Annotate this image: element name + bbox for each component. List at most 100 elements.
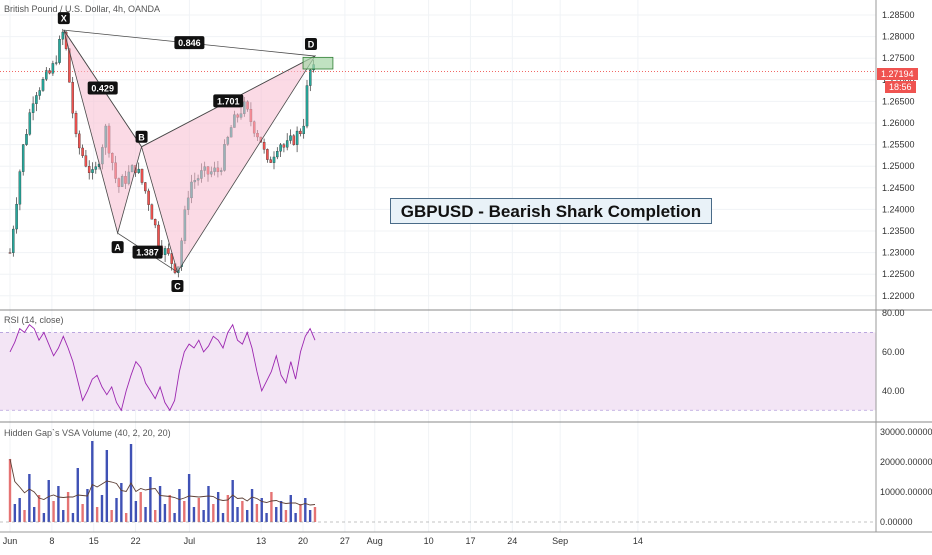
point-label: C — [174, 282, 181, 292]
candle-body — [150, 204, 154, 220]
candle-body — [28, 112, 32, 135]
x-tick-label: 14 — [633, 536, 643, 546]
candle-body — [282, 144, 286, 148]
pattern-point-d: D — [304, 38, 317, 51]
volume-bar — [246, 510, 249, 522]
volume-bar — [86, 489, 89, 522]
volume-bar — [154, 510, 157, 522]
ratio-value: 1.387 — [136, 248, 159, 258]
volume-bar — [289, 495, 292, 522]
volume-bar — [163, 504, 167, 522]
rsi-tick-label: 60.00 — [882, 347, 905, 357]
candle-body — [170, 253, 173, 264]
volume-bar — [216, 492, 220, 522]
candle-body — [71, 82, 74, 114]
candle-body — [94, 166, 98, 170]
pattern-annotation-title: GBPUSD - Bearish Shark Completion — [390, 198, 712, 224]
candle-body — [289, 135, 292, 141]
volume-bar — [250, 489, 254, 522]
ratio-value: 0.429 — [91, 83, 114, 93]
candle-body — [163, 248, 167, 255]
volume-bar — [212, 504, 215, 522]
point-badge — [171, 280, 184, 293]
price-tick-label: 1.25500 — [882, 140, 915, 150]
point-label: D — [308, 40, 315, 50]
x-tick-label: 10 — [424, 536, 434, 546]
candle-body — [144, 182, 147, 192]
volume-bar — [33, 507, 36, 522]
ratio-label: 1.387 — [132, 245, 163, 259]
pattern-point-c: C — [171, 280, 184, 293]
point-badge — [111, 241, 124, 254]
volume-bar — [37, 495, 41, 522]
volume-tick-label: 20000.00000 — [880, 457, 932, 467]
last-price-badge: 1.27194 — [877, 68, 918, 80]
point-badge — [135, 130, 148, 143]
volume-bar — [57, 486, 60, 522]
price-tick-label: 1.22500 — [882, 269, 915, 279]
candle-body — [74, 113, 78, 135]
pattern-triangle-bcd — [141, 54, 317, 274]
volume-bar — [173, 513, 176, 522]
price-tick-label: 1.28000 — [882, 32, 915, 42]
volume-bar — [62, 510, 65, 522]
price-tick-label: 1.25000 — [882, 161, 915, 171]
candle-body — [61, 31, 65, 40]
x-tick-label: 24 — [507, 536, 517, 546]
volume-tick-label: 10000.00000 — [880, 487, 932, 497]
volume-bar — [202, 510, 205, 522]
ratio-badge — [87, 81, 118, 95]
volume-tick-label: 0.00000 — [880, 517, 913, 527]
candle-body — [51, 63, 55, 74]
volume-pane-label: Hidden Gap`s VSA Volume (40, 2, 20, 20) — [4, 428, 171, 438]
candle-body — [41, 79, 45, 91]
candle-body — [279, 144, 282, 152]
candle-body — [299, 130, 302, 135]
candle-body — [15, 203, 18, 230]
point-badge — [304, 38, 317, 51]
volume-bar — [42, 513, 46, 522]
volume-bar — [178, 489, 181, 522]
volume-bar — [221, 513, 225, 522]
volume-bar — [236, 507, 239, 522]
pattern-point-b: B — [135, 130, 148, 143]
rsi-tick-label: 80.00 — [882, 308, 905, 318]
harmonic-pattern: X A B C D 0.846 0.429 1.387 1.701 — [0, 12, 876, 293]
volume-bar — [158, 486, 162, 522]
volume-bar — [304, 498, 307, 522]
ratio-value: 0.846 — [178, 38, 201, 48]
candle-body — [302, 125, 305, 135]
candle-body — [12, 228, 15, 253]
candle-body — [58, 38, 61, 63]
x-tick-label: Aug — [367, 536, 383, 546]
candle-body — [25, 134, 28, 145]
candle-body — [285, 140, 289, 148]
volume-bar — [197, 498, 200, 522]
volume-bar — [231, 480, 234, 522]
candle-body — [272, 156, 276, 163]
volume-bar — [124, 513, 128, 522]
price-tick-label: 1.22000 — [882, 291, 915, 301]
price-tick-label: 1.27500 — [882, 53, 915, 63]
rsi-tick-label: 40.00 — [882, 386, 905, 396]
volume-bar — [279, 501, 283, 522]
candle-body — [87, 166, 91, 173]
volume-bar — [299, 504, 302, 522]
countdown-badge: 18:56 — [885, 81, 916, 93]
candle-body — [21, 144, 25, 172]
volume-bar — [260, 498, 263, 522]
ratio-value: 1.701 — [217, 96, 240, 106]
volume-bar — [241, 501, 244, 522]
point-label: B — [138, 132, 145, 142]
candle-body — [157, 224, 160, 247]
volume-bar — [47, 480, 50, 522]
volume-bar — [144, 507, 147, 522]
volume-bar — [226, 495, 230, 522]
volume-bar — [149, 477, 152, 522]
price-tick-label: 1.28500 — [882, 10, 915, 20]
point-label: A — [114, 243, 121, 253]
price-tick-label: 1.23500 — [882, 226, 915, 236]
